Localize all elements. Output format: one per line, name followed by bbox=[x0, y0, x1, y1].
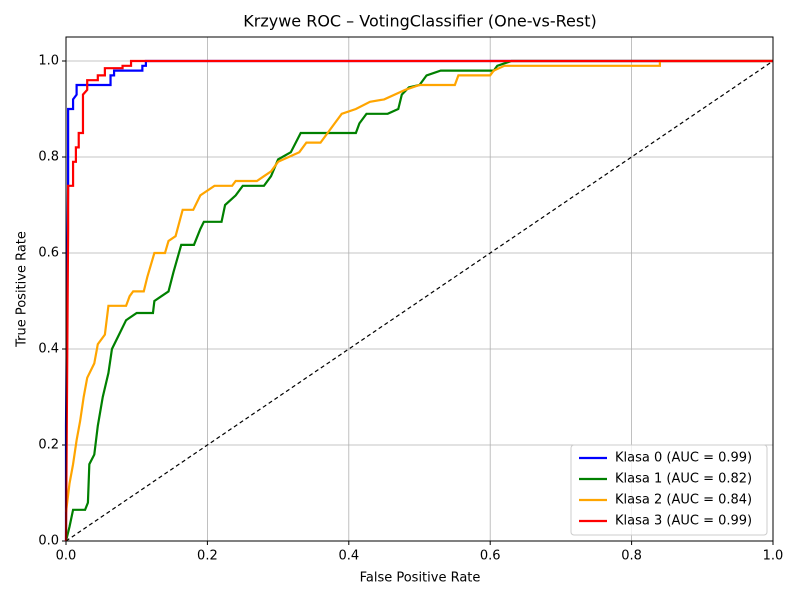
plot-frame bbox=[65, 36, 774, 542]
legend-box bbox=[570, 444, 768, 536]
y-tick-label: 0.4 bbox=[38, 342, 59, 357]
x-tick-label: 1.0 bbox=[763, 549, 784, 564]
y-tick-label: 1.0 bbox=[38, 54, 59, 69]
x-tick-label: 0.6 bbox=[480, 549, 501, 564]
legend-label: Klasa 3 (AUC = 0.99) bbox=[615, 514, 752, 529]
y-axis-label: True Positive Rate bbox=[15, 231, 30, 348]
roc-curve bbox=[64, 59, 773, 541]
x-tick-label: 0.4 bbox=[338, 549, 359, 564]
chance-line bbox=[65, 60, 774, 542]
legend-label: Klasa 0 (AUC = 0.99) bbox=[615, 451, 752, 466]
legend-label: Klasa 1 (AUC = 0.82) bbox=[615, 472, 752, 487]
y-tick-label: 0.8 bbox=[38, 150, 59, 165]
y-tick-label: 0.0 bbox=[38, 534, 59, 549]
roc-curve bbox=[64, 59, 773, 513]
y-tick-label: 0.2 bbox=[38, 438, 59, 453]
x-tick-label: 0.2 bbox=[197, 549, 218, 564]
roc-curve bbox=[64, 59, 773, 542]
x-axis-label: False Positive Rate bbox=[360, 571, 481, 586]
y-tick-label: 0.6 bbox=[38, 246, 59, 261]
legend: Klasa 0 (AUC = 0.99) Klasa 1 (AUC = 0.82)… bbox=[570, 444, 768, 536]
legend-label: Klasa 2 (AUC = 0.84) bbox=[615, 493, 752, 508]
x-tick-label: 0.8 bbox=[621, 549, 642, 564]
chart-title: Krzywe ROC – VotingClassifier (One-vs-Re… bbox=[243, 12, 596, 31]
x-tick-label: 0.0 bbox=[56, 549, 77, 564]
